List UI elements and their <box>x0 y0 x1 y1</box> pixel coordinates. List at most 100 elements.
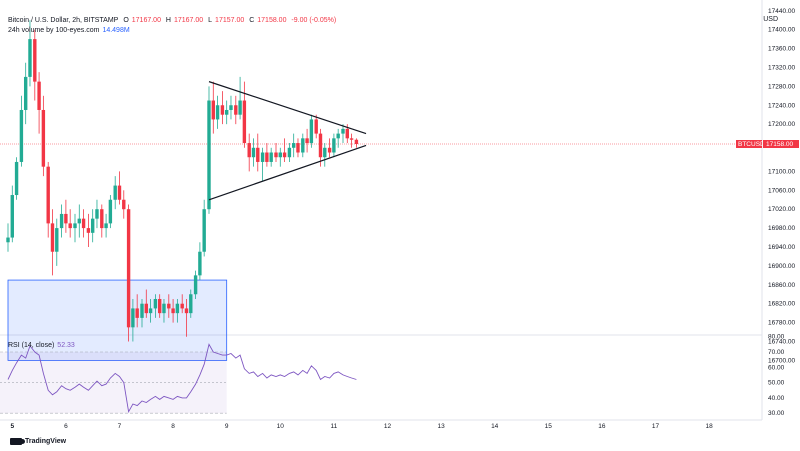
candle-body-38[interactable] <box>175 303 180 314</box>
symbol-price-tag[interactable] <box>736 140 762 148</box>
candle-body-57[interactable] <box>260 152 265 162</box>
candle-body-19[interactable] <box>90 218 95 233</box>
candle-body-24[interactable] <box>113 185 117 200</box>
candle-body-35[interactable] <box>162 303 166 314</box>
candle-body-29[interactable] <box>135 308 139 318</box>
candle-body-72[interactable] <box>327 147 332 153</box>
price-tick-11: 16940.00 <box>768 244 795 251</box>
candle-body-2[interactable] <box>14 161 19 196</box>
candle-body-30[interactable] <box>140 303 144 318</box>
candle-body-77[interactable] <box>349 138 354 140</box>
candle-body-36[interactable] <box>167 303 171 309</box>
open-value: 17167.00 <box>131 17 161 24</box>
candle-body-18[interactable] <box>86 228 91 233</box>
candle-body-7[interactable] <box>37 81 41 110</box>
candle-body-26[interactable] <box>122 199 126 210</box>
candle-body-8[interactable] <box>41 109 46 167</box>
rsi-tick-3: 50.00 <box>768 380 785 387</box>
candle-body-66[interactable] <box>301 138 305 153</box>
candle-body-63[interactable] <box>287 147 292 158</box>
candle-body-27[interactable] <box>126 209 131 328</box>
triangle-lower-trendline[interactable] <box>208 144 367 201</box>
candle-body-25[interactable] <box>117 185 122 200</box>
candle-body-48[interactable] <box>220 105 225 115</box>
candle-body-31[interactable] <box>144 303 148 314</box>
candle-body-11[interactable] <box>55 228 59 252</box>
candle-body-44[interactable] <box>202 209 206 252</box>
rsi-legend[interactable]: RSI (14, close) 52.33 <box>8 341 78 350</box>
candle-body-34[interactable] <box>157 298 162 314</box>
candle-body-39[interactable] <box>180 303 184 309</box>
candle-body-41[interactable] <box>189 294 193 314</box>
candle-body-14[interactable] <box>68 223 72 229</box>
candle-body-64[interactable] <box>291 143 296 148</box>
candle-body-1[interactable] <box>10 195 14 238</box>
candle-body-9[interactable] <box>46 166 50 224</box>
candle-body-40[interactable] <box>184 308 189 314</box>
candle-body-74[interactable] <box>336 133 340 139</box>
candle-body-58[interactable] <box>265 152 269 162</box>
candle-body-4[interactable] <box>23 76 28 110</box>
candle-body-61[interactable] <box>278 152 282 158</box>
candle-body-47[interactable] <box>215 105 220 120</box>
candle-body-10[interactable] <box>50 223 55 252</box>
volume-label: 24h volume by 100-eyes.com <box>8 27 100 34</box>
candle-body-3[interactable] <box>19 109 24 162</box>
candle-body-68[interactable] <box>309 119 314 144</box>
rsi-line[interactable] <box>7 343 357 414</box>
candle-body-50[interactable] <box>229 105 233 110</box>
candle-body-12[interactable] <box>59 213 64 229</box>
candle-body-69[interactable] <box>314 119 318 134</box>
candle-body-49[interactable] <box>224 109 229 115</box>
candle-body-65[interactable] <box>296 143 300 153</box>
candle-body-60[interactable] <box>274 152 278 158</box>
candle-body-28[interactable] <box>131 308 135 328</box>
candle-body-73[interactable] <box>332 138 336 153</box>
support-zone-rectangle[interactable] <box>7 279 228 361</box>
candle-body-20[interactable] <box>95 209 99 219</box>
candle-body-51[interactable] <box>234 105 238 115</box>
candle-body-13[interactable] <box>64 213 68 224</box>
time-tick-13: 18 <box>705 423 713 430</box>
candle-body-46[interactable] <box>211 100 215 120</box>
rsi-tick-0: 80.00 <box>768 334 785 341</box>
last-price-tag[interactable] <box>763 140 799 148</box>
candle-body-21[interactable] <box>100 209 104 229</box>
candle-body-62[interactable] <box>282 152 287 158</box>
candle-body-54[interactable] <box>247 143 251 158</box>
tradingview-logo[interactable]: TradingView <box>10 438 66 445</box>
candle-body-75[interactable] <box>341 128 345 134</box>
currency-unit[interactable]: USD <box>763 16 778 23</box>
candle-body-59[interactable] <box>269 152 273 162</box>
candle-body-43[interactable] <box>198 251 202 276</box>
price-tick-16: 16740.00 <box>768 339 795 346</box>
candle-body-22[interactable] <box>104 223 108 229</box>
time-tick-5: 10 <box>277 423 285 430</box>
candle-body-71[interactable] <box>323 147 327 158</box>
candle-body-53[interactable] <box>242 100 247 144</box>
candle-body-55[interactable] <box>251 147 256 158</box>
candle-body-17[interactable] <box>81 218 86 229</box>
candle-body-23[interactable] <box>108 199 113 224</box>
candle-body-6[interactable] <box>33 39 37 82</box>
candle-body-45[interactable] <box>207 100 211 210</box>
triangle-upper-trendline[interactable] <box>208 81 367 135</box>
candle-body-32[interactable] <box>148 308 153 314</box>
candle-body-0[interactable] <box>6 237 10 243</box>
candle-body-33[interactable] <box>153 298 158 309</box>
last-price-tag-value: 17158.00 <box>766 141 793 148</box>
candle-body-5[interactable] <box>28 39 32 77</box>
candle-body-56[interactable] <box>256 147 260 162</box>
candle-body-16[interactable] <box>77 218 81 224</box>
candle-body-52[interactable] <box>238 100 242 115</box>
candle-body-70[interactable] <box>318 133 323 158</box>
candle-body-15[interactable] <box>73 223 77 229</box>
candle-body-42[interactable] <box>193 275 198 295</box>
symbol-title[interactable]: Bitcoin / U.S. Dollar, 2h, BITSTAMP <box>8 17 119 24</box>
candle-body-76[interactable] <box>345 128 349 139</box>
candle-body-67[interactable] <box>305 138 309 144</box>
candle-body-37[interactable] <box>171 308 175 314</box>
candle-body-78[interactable] <box>354 139 359 144</box>
volume-legend[interactable]: 24h volume by 100-eyes.com 14.498M <box>8 26 133 35</box>
